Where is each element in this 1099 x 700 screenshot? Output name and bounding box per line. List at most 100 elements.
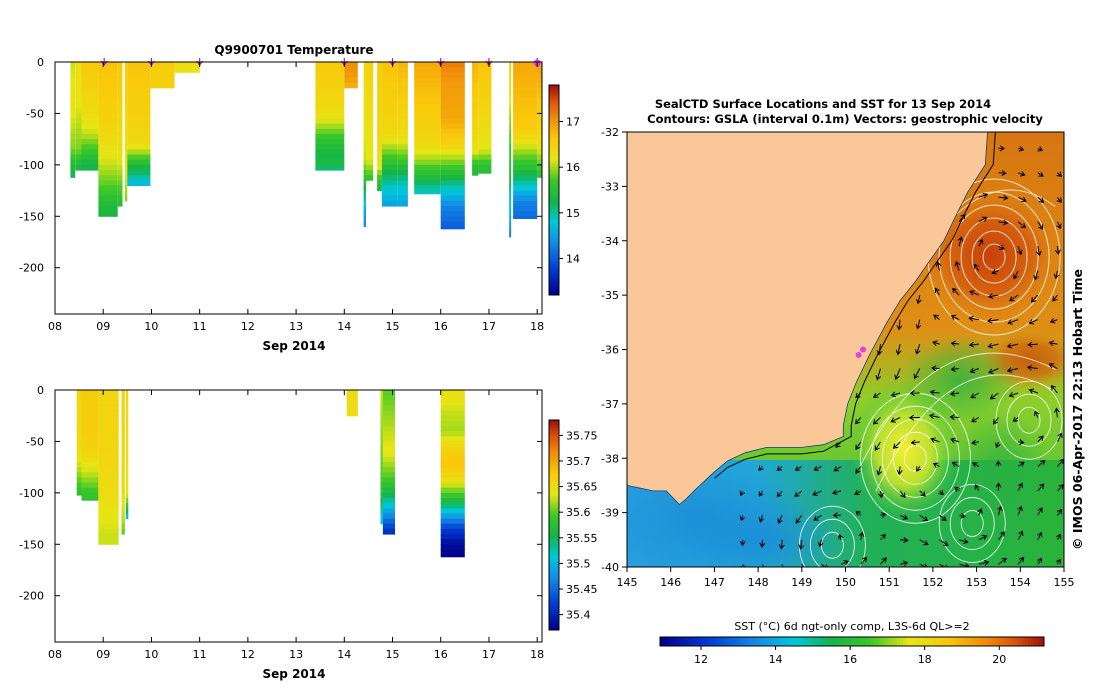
profile-12-cell xyxy=(366,87,374,94)
profile-13-cell xyxy=(377,139,382,145)
colorbar-swatch xyxy=(549,531,559,534)
velocity-arrow xyxy=(993,417,999,425)
sst-colorbar-tick-label: 12 xyxy=(694,653,708,666)
profile-0-cell xyxy=(70,72,76,78)
profile-12-cell xyxy=(366,149,374,156)
profile-8-cell xyxy=(440,508,465,514)
profile-11-cell xyxy=(363,62,366,68)
velocity-arrow xyxy=(896,319,903,331)
colorbar-swatch xyxy=(549,537,559,541)
colorbar-swatch xyxy=(549,457,559,461)
sst-colorbar-swatch xyxy=(954,637,959,646)
profile-6-cell xyxy=(380,477,383,484)
profile-2-cell xyxy=(98,503,119,509)
velocity-arrow xyxy=(998,170,1007,176)
profile-19-cell xyxy=(478,149,492,156)
profile-16-cell xyxy=(414,72,441,78)
profile-5-cell xyxy=(124,123,128,130)
profile-13-cell xyxy=(377,62,382,68)
velocity-arrow xyxy=(998,219,1009,226)
sst-colorbar-swatch xyxy=(772,637,776,646)
profile-13-cell xyxy=(377,113,382,120)
profile-20-cell xyxy=(509,216,512,222)
profile-2-cell xyxy=(98,523,119,530)
colorbar-swatch xyxy=(549,215,559,218)
velocity-arrow xyxy=(996,505,1003,516)
profile-15-cell xyxy=(397,82,408,89)
profile-22-cell xyxy=(537,87,542,94)
profile-14-cell xyxy=(381,72,398,78)
map-x-tick-label: 148 xyxy=(748,576,769,589)
profile-2-cell xyxy=(98,487,119,494)
profile-5-cell xyxy=(124,128,128,135)
profile-20-cell xyxy=(509,72,512,78)
sst-colorbar-swatch xyxy=(743,637,747,646)
profile-11-cell xyxy=(363,92,366,99)
velocity-arrow xyxy=(958,538,969,545)
profile-20-cell xyxy=(509,200,512,207)
map-x-tick-label: 145 xyxy=(617,576,638,589)
velocity-arrow xyxy=(1035,246,1042,257)
profile-0-cell xyxy=(76,426,82,432)
profile-4-cell xyxy=(117,98,123,104)
y-tick-label: -100 xyxy=(19,487,44,500)
velocity-arrow xyxy=(1017,530,1024,541)
velocity-arrow xyxy=(1055,558,1061,565)
profile-4-cell xyxy=(117,144,123,150)
profile-0-cell xyxy=(70,113,76,120)
profile-2-cell xyxy=(98,508,119,514)
colorbar-swatch xyxy=(549,480,559,484)
profile-3-cell xyxy=(121,436,125,442)
profile-3-cell xyxy=(98,123,118,130)
profile-16-cell xyxy=(414,164,441,171)
velocity-arrow xyxy=(997,531,1005,541)
profile-1-cell xyxy=(81,456,99,463)
profile-20-cell xyxy=(509,231,512,238)
profile-20-cell xyxy=(509,221,512,228)
profile-0-cell xyxy=(76,441,82,448)
profile-19-cell xyxy=(478,170,492,174)
profile-7-cell xyxy=(382,462,395,468)
velocity-arrow xyxy=(949,390,960,397)
velocity-arrow xyxy=(1037,507,1043,516)
profile-6-cell xyxy=(380,518,383,525)
colorbar-swatch xyxy=(549,131,559,134)
velocity-arrow xyxy=(1017,556,1025,565)
velocity-arrow xyxy=(998,194,1009,201)
profile-3-cell xyxy=(121,498,125,504)
colorbar-tick-label: 14 xyxy=(566,252,580,265)
profile-21-cell xyxy=(513,159,538,166)
profile-4-cell xyxy=(125,508,129,514)
profile-4-cell xyxy=(117,87,123,94)
velocity-arrow xyxy=(1017,461,1025,467)
velocity-arrow xyxy=(1056,171,1062,178)
profile-2-cell xyxy=(98,395,119,401)
profile-2-cell xyxy=(98,492,119,499)
sst-colorbar-swatch xyxy=(852,637,856,646)
colorbar-swatch xyxy=(549,438,559,442)
sst-colorbar-swatch xyxy=(922,637,927,646)
profile-18-cell xyxy=(472,123,479,130)
map-y-tick-label: -38 xyxy=(601,452,619,465)
profile-16-cell xyxy=(414,134,441,140)
profile-7-cell xyxy=(150,62,175,68)
profile-6-cell xyxy=(127,128,151,135)
profile-2-cell xyxy=(98,498,119,504)
profile-17-cell xyxy=(440,216,465,222)
profile-6-cell xyxy=(380,410,383,417)
velocity-arrow xyxy=(932,340,940,347)
colorbar-swatch xyxy=(549,164,559,168)
profile-3-cell xyxy=(121,472,125,478)
profile-5-cell xyxy=(124,77,128,84)
profile-5-cell xyxy=(124,180,128,186)
map-y-tick-label: -37 xyxy=(601,398,619,411)
sst-colorbar-swatch xyxy=(736,637,741,646)
sst-colorbar-swatch xyxy=(980,637,984,646)
profile-5-cell xyxy=(346,405,358,412)
profile-4-cell xyxy=(117,149,123,156)
colorbar-swatch xyxy=(549,426,559,429)
sst-colorbar-swatch xyxy=(672,637,677,646)
colorbar-swatch xyxy=(549,525,559,528)
profile-2-cell xyxy=(98,513,119,520)
x-tick-label: 17 xyxy=(482,648,496,661)
